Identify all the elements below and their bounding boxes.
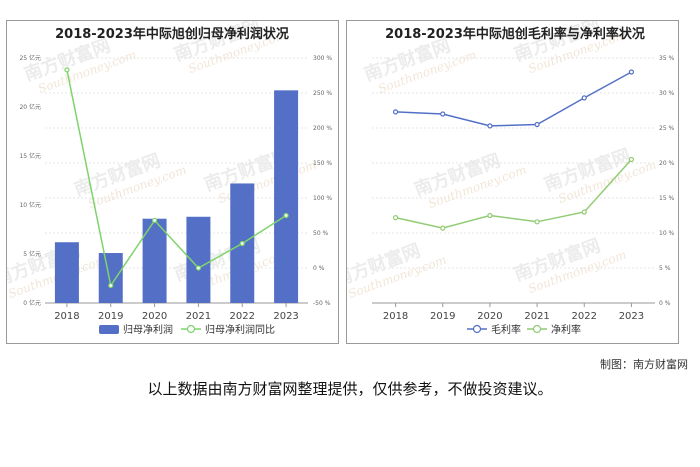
right-axis-tick: 25 % <box>659 125 675 132</box>
x-tick-label: 2019 <box>430 311 455 322</box>
left-axis-tick: 15 亿元 <box>19 152 41 160</box>
left-axis-tick: 5 亿元 <box>23 250 41 258</box>
bar-2018 <box>54 242 79 303</box>
chart-title: 2018-2023年中际旭创毛利率与净利率状况 <box>385 26 645 42</box>
right-axis-tick: 30 % <box>659 90 675 97</box>
legend-bar-label: 归母净利润 <box>123 323 173 336</box>
right-axis-tick: 15 % <box>659 195 675 202</box>
right-axis-tick: 50 % <box>313 230 329 237</box>
profit-chart-panel: 南方财富网 Southmoney.com 南方财富网 Southmoney.com 南方… <box>6 20 339 344</box>
series-0-point-2023 <box>628 69 635 75</box>
yoy-point-2023 <box>283 212 289 219</box>
legend-label-1: 净利率 <box>551 323 581 336</box>
series-1-point-2022 <box>581 209 587 215</box>
yoy-line <box>66 69 287 288</box>
left-axis-tick: 20 亿元 <box>19 103 41 111</box>
legend-bar-swatch <box>99 325 119 334</box>
series-line-1 <box>395 158 632 229</box>
series-0-point-2019 <box>440 111 446 117</box>
series-1-point-2019 <box>440 225 446 231</box>
series-1-point-2020 <box>487 212 493 219</box>
right-axis-tick: 35 % <box>659 55 675 62</box>
series-1-point-2018 <box>392 215 399 221</box>
legend-marker-0 <box>472 324 482 334</box>
bar-2023 <box>274 90 299 303</box>
legend-label-0: 毛利率 <box>491 323 521 336</box>
margin-chart-panel: 南方财富网 Southmoney.com 南方财富网 Southmoney.com 南方… <box>346 20 679 344</box>
x-tick-label: 2021 <box>524 311 549 322</box>
right-axis-tick: 20 % <box>659 160 675 167</box>
yoy-point-2020 <box>151 217 158 223</box>
x-tick-label: 2018 <box>383 311 408 322</box>
legend-line-label: 归母净利润同比 <box>205 323 275 336</box>
disclaimer-text: 以上数据由南方财富网整理提供，仅供参考，不做投资建议。 <box>147 380 553 398</box>
x-tick-label: 2023 <box>619 311 644 322</box>
yoy-point-2022 <box>239 240 245 247</box>
yoy-point-2018 <box>64 67 70 73</box>
series-line-0 <box>395 71 632 127</box>
left-axis-tick: 25 亿元 <box>19 54 41 62</box>
right-axis-tick: 0 % <box>659 300 671 307</box>
yoy-point-2019 <box>108 282 114 289</box>
x-tick-label: 2019 <box>98 311 123 322</box>
credit-text: 制图：南方财富网 <box>600 358 688 371</box>
right-axis-tick: 250 % <box>313 90 332 97</box>
series-0-point-2021 <box>534 121 540 128</box>
right-axis-tick: -50 % <box>313 300 331 307</box>
right-axis-tick: 5 % <box>659 265 671 272</box>
bar-2020 <box>142 218 167 303</box>
right-axis-tick: 150 % <box>313 160 332 167</box>
x-tick-label: 2023 <box>273 311 298 322</box>
legend-marker-1 <box>532 324 542 334</box>
series-1-point-2023 <box>628 156 635 163</box>
bar-2019 <box>98 253 123 303</box>
right-axis-tick: 10 % <box>659 230 675 237</box>
yoy-point-2021 <box>195 265 202 271</box>
series-0-point-2018 <box>392 109 399 115</box>
right-axis-tick: 300 % <box>313 55 332 62</box>
x-tick-label: 2018 <box>54 311 79 322</box>
x-tick-label: 2020 <box>142 311 167 322</box>
x-tick-label: 2022 <box>572 311 597 322</box>
profit-chart: 南方财富网Southmoney.com南方财富网Southmoney.com南方… <box>7 21 332 336</box>
series-1-point-2021 <box>534 219 540 225</box>
margin-chart: 南方财富网Southmoney.com南方财富网Southmoney.com南方… <box>347 21 675 336</box>
x-tick-label: 2022 <box>230 311 255 322</box>
series-0-point-2020 <box>487 123 493 129</box>
x-tick-label: 2020 <box>477 311 502 322</box>
x-tick-label: 2021 <box>186 311 211 322</box>
left-axis-tick: 0 亿元 <box>23 299 41 307</box>
chart-title: 2018-2023年中际旭创归母净利润状况 <box>55 26 289 42</box>
series-0-point-2022 <box>581 95 587 101</box>
left-axis-tick: 10 亿元 <box>19 201 41 209</box>
legend-line-marker <box>186 324 196 334</box>
right-axis-tick: 0 % <box>313 265 325 272</box>
right-axis-tick: 200 % <box>313 125 332 132</box>
right-axis-tick: 100 % <box>313 195 332 202</box>
